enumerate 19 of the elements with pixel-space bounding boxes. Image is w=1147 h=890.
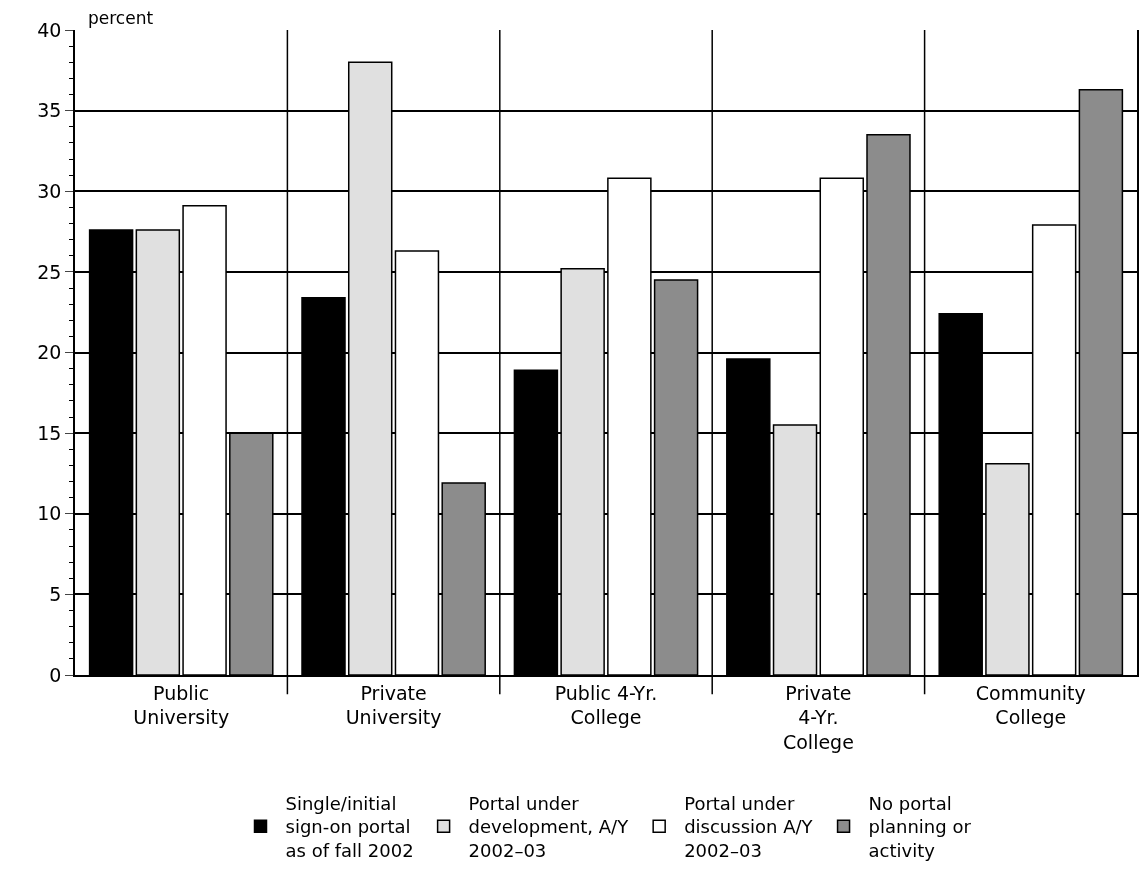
y-tick-label: 40 [37, 18, 62, 41]
legend-label: Portal under discussion A/Y 2002–03 [684, 792, 814, 861]
x-tick-label: Public University [133, 681, 230, 729]
x-tick-label: Community College [975, 681, 1086, 729]
legend-label: Single/initial sign-on portal as of fall 2002 [285, 792, 414, 861]
legend-label: No portal planning or activity [868, 792, 972, 861]
y-axis-title: percent [88, 8, 154, 28]
x-tick-label: Private University [345, 681, 442, 729]
legend-label: Portal under development, A/Y 2002–03 [468, 792, 630, 861]
y-tick-label: 0 [49, 663, 62, 686]
y-tick-label: 15 [37, 421, 62, 444]
y-tick-label: 10 [37, 502, 62, 525]
y-tick-label: 25 [37, 260, 62, 283]
y-tick-label: 35 [37, 99, 62, 122]
y-tick-label: 5 [49, 583, 62, 606]
y-tick-label: 20 [37, 341, 62, 364]
y-tick-label: 30 [37, 179, 62, 202]
x-tick-label: Public 4-Yr. College [554, 681, 658, 729]
x-tick-label: Private 4-Yr. College [782, 681, 854, 753]
